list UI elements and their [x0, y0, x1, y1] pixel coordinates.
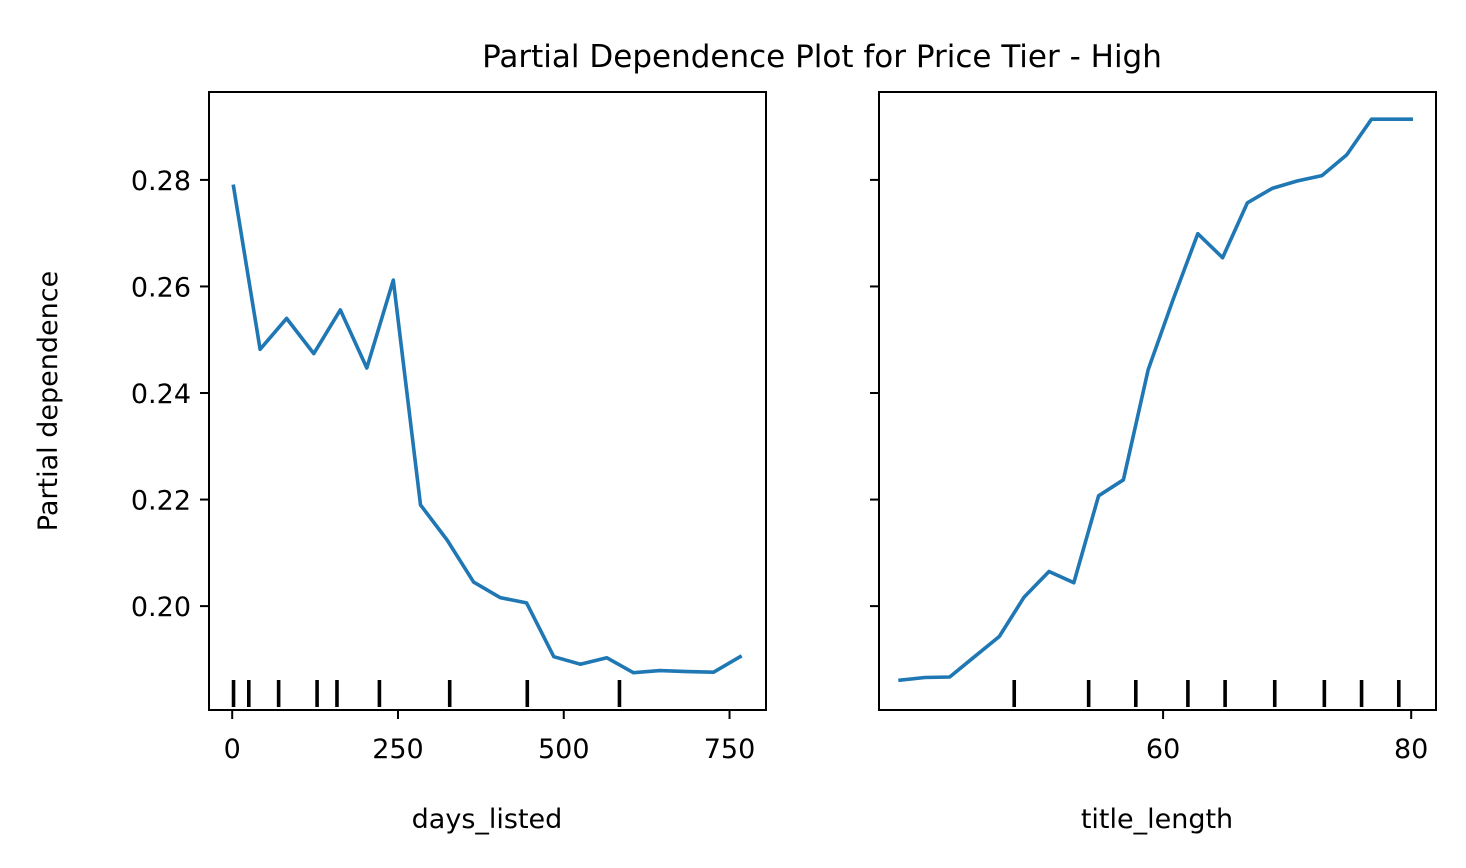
plot-frame	[878, 91, 1437, 711]
x-tick-label: 750	[704, 734, 756, 765]
x-tick-label: 500	[538, 734, 590, 765]
x-axis-ticks: 0 250 500 750	[224, 710, 756, 765]
series-line	[231, 184, 743, 675]
plot-frame	[208, 91, 767, 711]
y-axis-ticks: 0.20 0.22 0.24 0.26 0.28	[131, 166, 209, 623]
x-tick-label: 0	[224, 734, 241, 765]
x-tick-label: 250	[372, 734, 424, 765]
y-tick-label: 0.22	[131, 486, 191, 517]
x-tick-label: 80	[1394, 734, 1428, 765]
series-line	[898, 117, 1413, 683]
x-axis-label: days_listed	[412, 804, 563, 835]
figure-title: Partial Dependence Plot for Price Tier -…	[482, 39, 1162, 75]
rug-ticks	[1012, 680, 1401, 707]
y-tick-label: 0.28	[131, 166, 191, 197]
y-tick-label: 0.24	[131, 379, 191, 410]
x-axis-ticks: 60 80	[1146, 710, 1428, 765]
y-axis-ticks	[870, 178, 879, 608]
rug-ticks	[231, 680, 622, 707]
x-tick-label: 60	[1146, 734, 1180, 765]
days-listed-panel: 0 250 500 750 0.20 0.22 0.24 0.26 0.28 days_lis…	[131, 91, 767, 835]
x-axis-label: title_length	[1081, 804, 1233, 835]
y-axis-label: Partial dependence	[33, 271, 64, 531]
y-tick-label: 0.26	[131, 272, 191, 303]
title-length-panel: 60 80 title_length	[870, 91, 1437, 835]
y-tick-label: 0.20	[131, 592, 191, 623]
